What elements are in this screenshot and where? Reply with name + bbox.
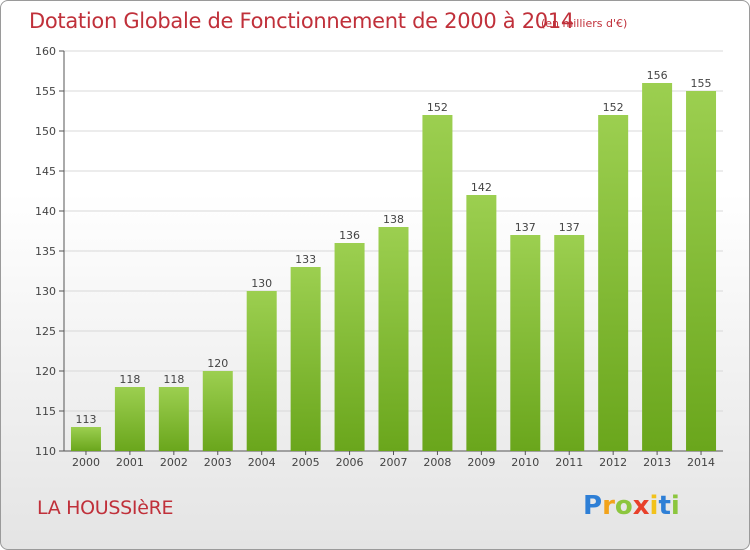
- y-tick-label: 140: [35, 205, 56, 218]
- bars: [70, 83, 717, 451]
- bar: [114, 387, 145, 451]
- data-label: 130: [251, 277, 272, 290]
- y-tick-label: 120: [35, 365, 56, 378]
- x-tick-label: 2013: [643, 456, 671, 469]
- bar: [202, 371, 233, 451]
- x-tick-label: 2010: [511, 456, 539, 469]
- x-tick-label: 2011: [555, 456, 583, 469]
- data-label: 155: [691, 77, 712, 90]
- logo-letter: x: [632, 491, 650, 521]
- bar: [334, 243, 365, 451]
- bar: [290, 267, 321, 451]
- logo-letter: i: [649, 491, 659, 521]
- data-label: 156: [647, 69, 668, 82]
- data-label: 142: [471, 181, 492, 194]
- bar: [246, 291, 277, 451]
- bar: [598, 115, 629, 451]
- x-tick-label: 2000: [72, 456, 100, 469]
- bar: [158, 387, 189, 451]
- commune-name: LA HOUSSIèRE: [37, 497, 174, 519]
- tick-labels: 110 115 120 125 130 135 140 145 150 155 160 2000 200…: [35, 45, 715, 469]
- y-tick-label: 155: [35, 85, 56, 98]
- logo-letter: P: [583, 491, 603, 521]
- bar: [686, 91, 717, 451]
- chart-title: Dotation Globale de Fonctionnement de 20…: [29, 9, 574, 33]
- x-tick-label: 2003: [204, 456, 232, 469]
- data-label: 113: [75, 413, 96, 426]
- data-labels: 113 118 118 120 130 133 136 138 152 142 137 137 152 1…: [75, 69, 711, 426]
- y-tick-label: 150: [35, 125, 56, 138]
- y-tick-label: 110: [35, 445, 56, 458]
- bar: [466, 195, 497, 451]
- y-tick-label: 125: [35, 325, 56, 338]
- x-tick-label: 2007: [380, 456, 408, 469]
- bar: [554, 235, 585, 451]
- data-label: 133: [295, 253, 316, 266]
- bar: [70, 427, 101, 451]
- bar: [422, 115, 453, 451]
- x-tick-label: 2008: [423, 456, 451, 469]
- logo-letter: o: [614, 491, 633, 521]
- logo-letter: i: [670, 491, 680, 521]
- proxiti-logo[interactable]: Proxiti: [583, 491, 680, 521]
- data-label: 118: [163, 373, 184, 386]
- bar: [510, 235, 541, 451]
- bar: [378, 227, 409, 451]
- x-tick-label: 2009: [467, 456, 495, 469]
- y-tick-label: 130: [35, 285, 56, 298]
- logo-letter: r: [602, 491, 615, 521]
- bar: [642, 83, 673, 451]
- data-label: 118: [119, 373, 140, 386]
- x-tick-label: 2006: [336, 456, 364, 469]
- data-label: 136: [339, 229, 360, 242]
- logo-letter: t: [658, 491, 671, 521]
- x-tick-label: 2001: [116, 456, 144, 469]
- y-tick-label: 115: [35, 405, 56, 418]
- x-tick-label: 2004: [248, 456, 276, 469]
- unit-note: (en milliers d'€): [541, 17, 628, 30]
- x-tick-label: 2002: [160, 456, 188, 469]
- data-label: 120: [207, 357, 228, 370]
- x-tick-label: 2014: [687, 456, 715, 469]
- data-label: 152: [603, 101, 624, 114]
- x-tick-label: 2005: [292, 456, 320, 469]
- data-label: 137: [559, 221, 580, 234]
- y-tick-label: 135: [35, 245, 56, 258]
- y-tick-label: 160: [35, 45, 56, 58]
- data-label: 138: [383, 213, 404, 226]
- y-tick-label: 145: [35, 165, 56, 178]
- data-label: 137: [515, 221, 536, 234]
- x-tick-label: 2012: [599, 456, 627, 469]
- data-label: 152: [427, 101, 448, 114]
